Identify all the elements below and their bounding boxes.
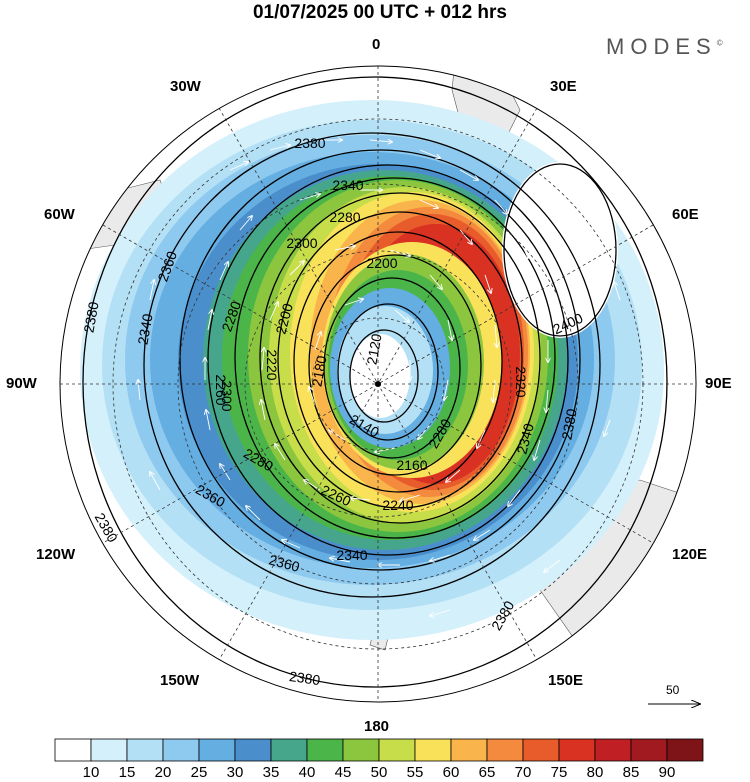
lon-label-60w: 60W xyxy=(44,206,75,223)
colorbar-swatch xyxy=(162,738,200,762)
colorbar-swatch xyxy=(414,738,452,762)
colorbar xyxy=(54,738,704,762)
contour-label: 2380 xyxy=(288,668,321,688)
colorbar-tick-label: 15 xyxy=(118,764,136,781)
height-contours xyxy=(82,76,668,688)
colorbar-swatch xyxy=(54,738,92,762)
colorbar-swatch xyxy=(450,738,488,762)
logo-text: MODES xyxy=(606,34,717,59)
lon-label-120w: 120W xyxy=(36,546,76,563)
colorbar-tick-label: 70 xyxy=(514,764,532,781)
colorbar-tick-label: 50 xyxy=(370,764,388,781)
colorbar-swatch xyxy=(594,738,632,762)
contour-label: 2380 xyxy=(294,135,325,151)
map-disc xyxy=(60,66,696,702)
lon-label-0: 0 xyxy=(372,36,381,53)
contour-label: 2240 xyxy=(382,497,413,513)
colorbar-tick-label: 10 xyxy=(82,764,100,781)
contour-label: 2340 xyxy=(134,312,155,346)
colorbar-tick-label: 45 xyxy=(334,764,352,781)
colorbar-tick-label: 55 xyxy=(406,764,424,781)
colorbar-swatch xyxy=(270,738,308,762)
colorbar-swatch xyxy=(306,738,344,762)
modes-logo: MODES© xyxy=(606,34,723,60)
colorbar-swatch xyxy=(666,738,704,762)
lon-label-150w: 150W xyxy=(160,672,200,689)
colorbar-tick-label: 60 xyxy=(442,764,460,781)
lon-label-90e: 90E xyxy=(705,375,732,392)
lon-label-120e: 120E xyxy=(672,546,708,563)
colorbar-swatch xyxy=(558,738,596,762)
colorbar-tick-label: 20 xyxy=(154,764,172,781)
colorbar-tick-label: 30 xyxy=(226,764,244,781)
contour-label: 2260 xyxy=(213,374,229,405)
contour-label: 2380 xyxy=(80,300,101,334)
colorbar-swatch xyxy=(630,738,668,762)
chart-title: 01/07/2025 00 UTC + 012 hrs xyxy=(252,2,508,23)
contour-label: 2120 xyxy=(363,332,384,366)
wind-speed-shading xyxy=(80,100,664,640)
vector-scale-label: 50 xyxy=(666,683,680,697)
contour-label: 2320 xyxy=(513,366,529,397)
contour-label: 2280 xyxy=(329,209,360,225)
colorbar-tick-label: 90 xyxy=(658,764,676,781)
contour-label: 2340 xyxy=(513,421,537,455)
lon-label-90w: 90W xyxy=(6,375,37,392)
colorbar-swatch xyxy=(234,738,272,762)
colorbar-swatch xyxy=(198,738,236,762)
contour-label: 2160 xyxy=(396,457,427,473)
lon-label-60e: 60E xyxy=(672,206,699,223)
colorbar-swatch xyxy=(126,738,164,762)
colorbar-tick-label: 25 xyxy=(190,764,208,781)
contour-label: 2340 xyxy=(336,547,367,563)
contour-label: 2300 xyxy=(286,235,317,251)
lon-label-150e: 150E xyxy=(548,672,584,689)
lon-label-30w: 30W xyxy=(170,78,201,95)
contour-label: 2180 xyxy=(308,354,329,388)
contour-label: 2220 xyxy=(264,349,280,380)
lon-label-180: 180 xyxy=(364,718,390,735)
colorbar-tick-label: 85 xyxy=(622,764,640,781)
copyright-mark: © xyxy=(716,38,723,48)
contour-label: 2200 xyxy=(366,255,397,271)
south-pole-marker xyxy=(375,381,381,387)
colorbar-tick-label: 40 xyxy=(298,764,316,781)
colorbar-tick-label: 35 xyxy=(262,764,280,781)
colorbar-swatch xyxy=(342,738,380,762)
colorbar-swatch xyxy=(90,738,128,762)
map-boundary xyxy=(59,65,697,703)
contour-label: 2300 xyxy=(219,380,235,411)
contour-label: 2360 xyxy=(267,551,301,575)
colorbar-swatch xyxy=(522,738,560,762)
colorbar-swatch xyxy=(486,738,524,762)
lon-label-30e: 30E xyxy=(550,78,577,95)
colorbar-tick-label: 75 xyxy=(550,764,568,781)
contour-label: 2340 xyxy=(332,177,363,193)
colorbar-tick-label: 80 xyxy=(586,764,604,781)
contour-label: 2200 xyxy=(272,301,296,335)
colorbar-swatch xyxy=(378,738,416,762)
contour-label: 2380 xyxy=(558,407,579,441)
colorbar-tick-label: 65 xyxy=(478,764,496,781)
